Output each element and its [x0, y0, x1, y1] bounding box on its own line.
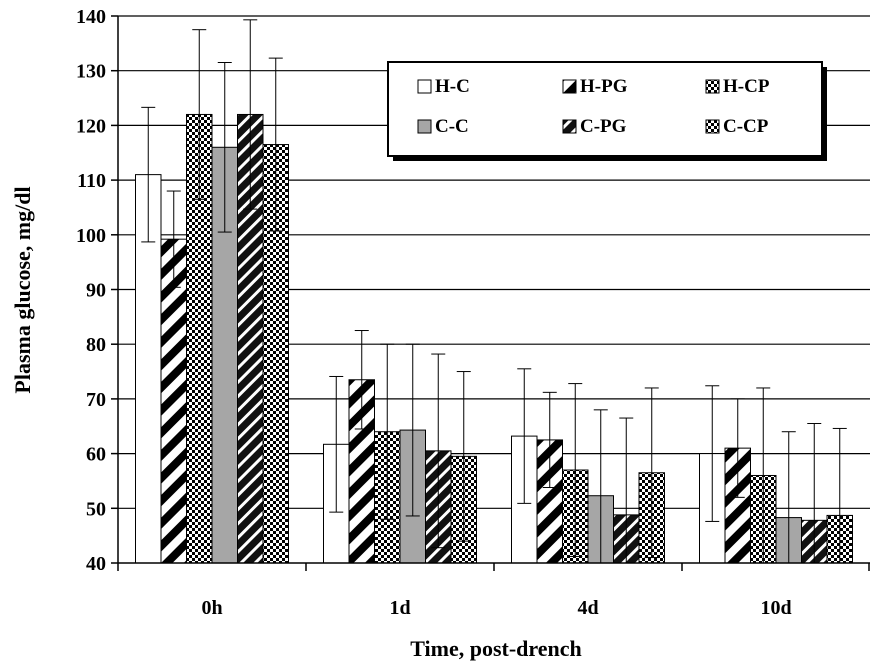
- legend-box: [387, 61, 823, 157]
- y-tick-label: 140: [76, 6, 106, 28]
- legend-label: C-C: [435, 116, 469, 137]
- y-tick-label: 80: [86, 334, 106, 356]
- x-tick-label: 0h: [201, 597, 222, 619]
- error-bars-group: [141, 19, 847, 564]
- legend-swatch: [562, 79, 577, 94]
- legend-swatch: [705, 119, 720, 134]
- legend: H-C H-PG H-CP C-C C-PG C-CP: [387, 61, 827, 161]
- legend-swatch: [705, 79, 720, 94]
- y-tick-label: 90: [86, 280, 106, 302]
- y-tick-label: 110: [77, 170, 106, 192]
- y-tick-label: 50: [86, 498, 106, 520]
- x-axis-title: Time, post-drench: [410, 636, 582, 661]
- y-tick-label: 60: [86, 444, 106, 466]
- x-tick-labels: 0h 1d 4d 10d: [201, 597, 791, 619]
- y-tick-label: 130: [76, 61, 106, 83]
- x-tick-label: 4d: [577, 597, 598, 619]
- bars-group: [135, 113, 853, 564]
- legend-label: C-CP: [723, 116, 769, 137]
- legend-label: H-CP: [723, 76, 770, 97]
- legend-label: H-PG: [580, 76, 628, 97]
- legend-label: C-PG: [580, 116, 627, 137]
- y-tick-label: 40: [86, 553, 106, 575]
- legend-swatch: [417, 79, 432, 94]
- x-tick-label: 10d: [760, 597, 791, 619]
- legend-label: H-C: [435, 76, 470, 97]
- y-tick-label: 70: [86, 389, 106, 411]
- x-tick-label: 1d: [389, 597, 410, 619]
- y-tick-label: 100: [76, 225, 106, 247]
- y-tick-labels: 40 50 60 70 80 90 100 110 120 130 140: [76, 6, 106, 575]
- axes-group: [111, 15, 870, 571]
- y-tick-label: 120: [76, 115, 106, 137]
- legend-swatch: [417, 119, 432, 134]
- legend-swatch: [562, 119, 577, 134]
- y-axis-title: Plasma glucose, mg/dl: [10, 186, 35, 393]
- bar: [160, 238, 187, 564]
